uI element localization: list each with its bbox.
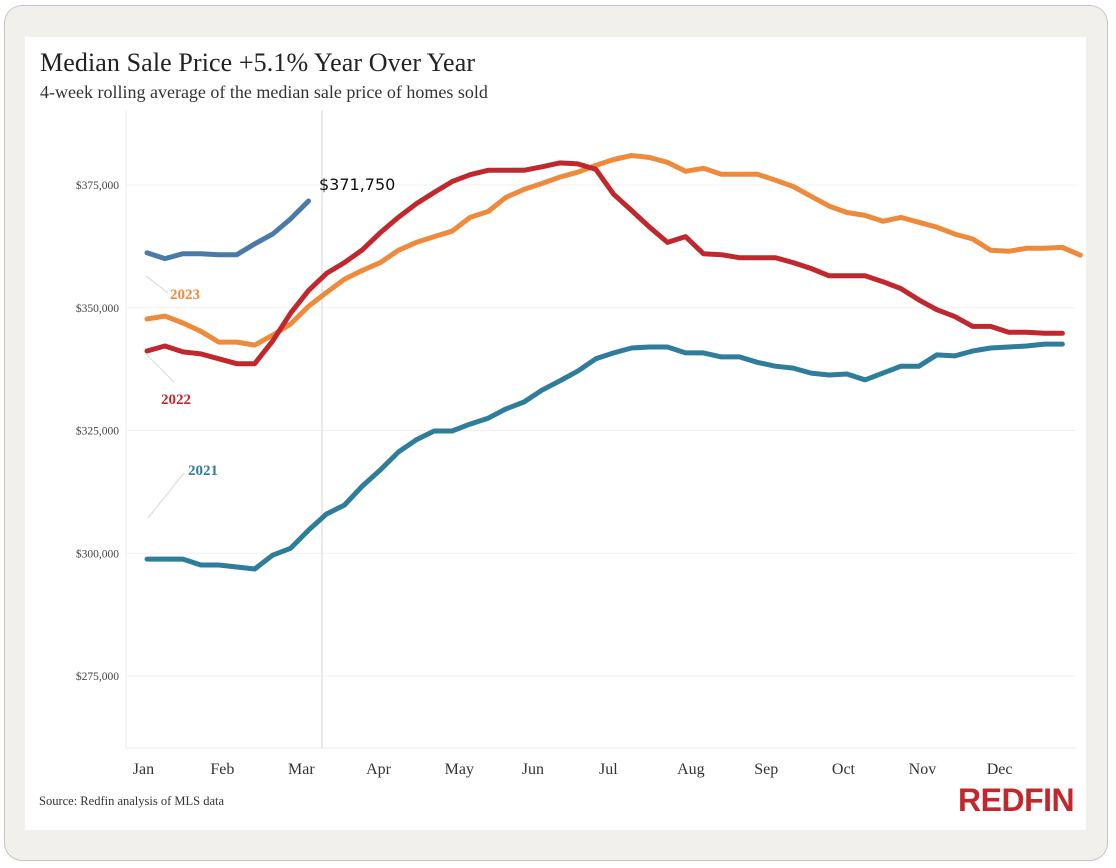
y-tick-label: $350,000	[76, 302, 119, 315]
annotations: $371,750	[319, 175, 395, 194]
x-tick-label: Mar	[288, 761, 315, 778]
series-line-2023	[144, 153, 1083, 348]
x-tick-label: Apr	[366, 761, 392, 778]
label-leader-line	[145, 275, 169, 294]
x-tick-label: Feb	[210, 761, 234, 778]
chart-title: Median Sale Price +5.1% Year Over Year	[40, 48, 476, 77]
x-tick-label: Nov	[909, 761, 937, 778]
y-tick-label: $375,000	[76, 179, 119, 192]
y-tick-label: $325,000	[76, 425, 119, 438]
value-annotation: $371,750	[319, 175, 395, 194]
x-tick-label: Oct	[832, 761, 856, 778]
label-leader-line	[145, 353, 175, 383]
series-line-2021	[144, 341, 1065, 572]
redfin-logo: REDFIN	[958, 782, 1075, 819]
source-note: Source: Redfin analysis of MLS data	[39, 794, 225, 808]
series-lines	[144, 153, 1083, 572]
x-tick-label: Aug	[677, 761, 705, 778]
x-tick-label: Jul	[599, 761, 618, 778]
x-tick-label: Sep	[754, 761, 778, 778]
series-label-2023: 2023	[170, 287, 200, 303]
y-tick-label: $300,000	[76, 547, 119, 560]
series-label-2021: 2021	[188, 463, 218, 479]
x-tick-label: Jun	[522, 761, 544, 778]
x-axis-ticks: Jan Feb Mar Apr May Jun Jul Aug Sep Oct Nov Dec	[133, 761, 1013, 778]
x-tick-label: May	[445, 761, 474, 778]
chart-subtitle: 4-week rolling average of the median sal…	[40, 82, 488, 102]
series-labels: 2021 2022 2023	[145, 275, 218, 519]
series-line-2022	[144, 160, 1065, 367]
x-tick-label: Dec	[987, 761, 1013, 778]
gridlines	[125, 110, 1076, 749]
x-tick-label: Jan	[133, 761, 154, 778]
series-label-2022: 2022	[161, 392, 191, 408]
chart-panel	[25, 37, 1086, 830]
redfin-logo-text: REDFIN	[958, 782, 1075, 818]
y-tick-label: $275,000	[76, 670, 119, 683]
series-line-2023-current	[144, 198, 311, 262]
label-leader-line	[147, 472, 185, 519]
y-axis-ticks: $275,000 $300,000 $325,000 $350,000 $375,000	[76, 179, 119, 683]
